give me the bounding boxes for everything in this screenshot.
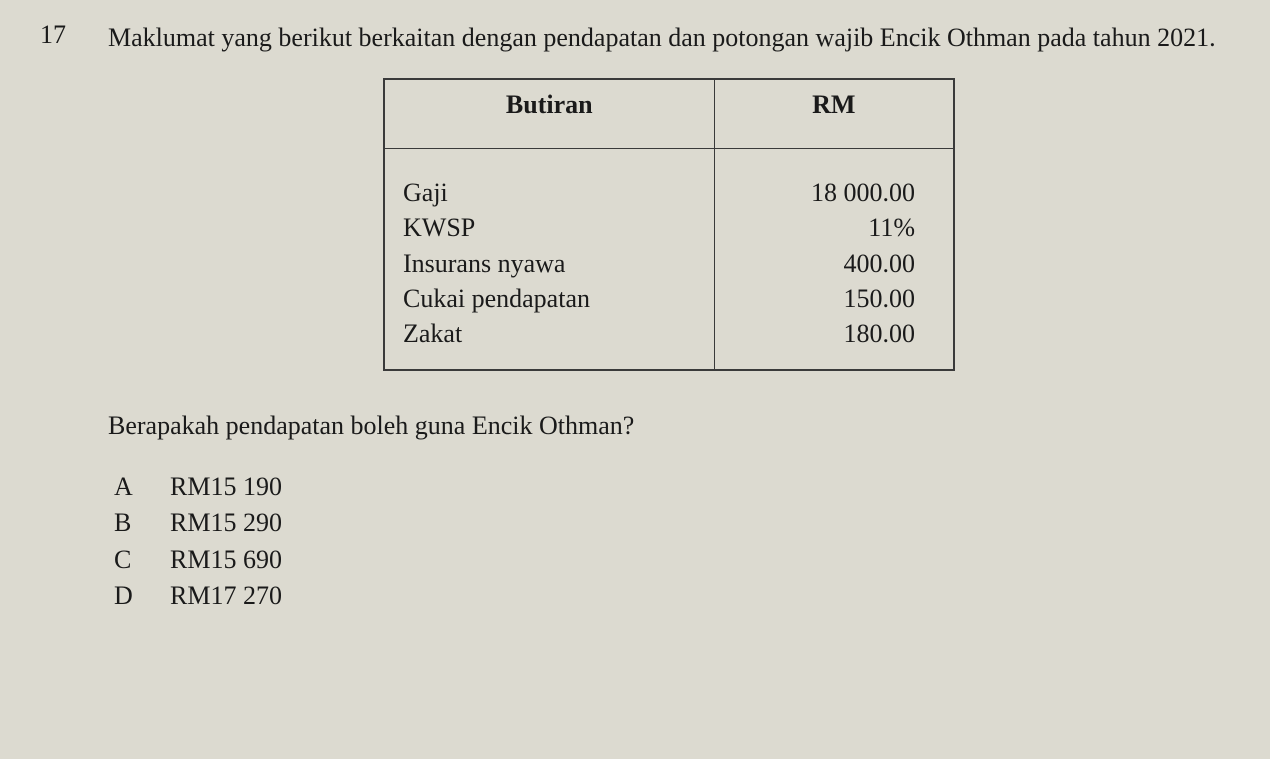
row-value: 180.00 bbox=[733, 316, 916, 351]
table-header-rm: RM bbox=[714, 79, 954, 149]
table-row: Gaji KWSP Insurans nyawa Cukai pendapata… bbox=[384, 149, 954, 370]
row-value: 400.00 bbox=[733, 246, 916, 281]
row-label: Insurans nyawa bbox=[403, 246, 696, 281]
option-text: RM15 690 bbox=[170, 542, 282, 578]
row-label: KWSP bbox=[403, 210, 696, 245]
option-b[interactable]: B RM15 290 bbox=[114, 505, 1230, 541]
table-cell-butiran: Gaji KWSP Insurans nyawa Cukai pendapata… bbox=[384, 149, 714, 370]
question-text: Maklumat yang berikut berkaitan dengan p… bbox=[108, 20, 1230, 56]
row-label: Gaji bbox=[403, 175, 696, 210]
option-c[interactable]: C RM15 690 bbox=[114, 542, 1230, 578]
option-d[interactable]: D RM17 270 bbox=[114, 578, 1230, 614]
option-text: RM17 270 bbox=[170, 578, 282, 614]
option-letter: C bbox=[114, 542, 136, 578]
table-header-butiran: Butiran bbox=[384, 79, 714, 149]
option-text: RM15 290 bbox=[170, 505, 282, 541]
option-a[interactable]: A RM15 190 bbox=[114, 469, 1230, 505]
row-value: 18 000.00 bbox=[733, 175, 916, 210]
question-number: 17 bbox=[40, 20, 80, 614]
option-letter: B bbox=[114, 505, 136, 541]
option-letter: A bbox=[114, 469, 136, 505]
table-cell-rm: 18 000.00 11% 400.00 150.00 180.00 bbox=[714, 149, 954, 370]
row-label: Zakat bbox=[403, 316, 696, 351]
sub-question: Berapakah pendapatan boleh guna Encik Ot… bbox=[108, 411, 1230, 441]
question-body: Maklumat yang berikut berkaitan dengan p… bbox=[108, 20, 1230, 614]
option-letter: D bbox=[114, 578, 136, 614]
question-wrapper: 17 Maklumat yang berikut berkaitan denga… bbox=[40, 20, 1230, 614]
row-value: 150.00 bbox=[733, 281, 916, 316]
option-text: RM15 190 bbox=[170, 469, 282, 505]
options-list: A RM15 190 B RM15 290 C RM15 690 D RM17 … bbox=[108, 469, 1230, 615]
table-container: Butiran RM Gaji KWSP Insurans nyawa Cuka… bbox=[108, 78, 1230, 370]
data-table: Butiran RM Gaji KWSP Insurans nyawa Cuka… bbox=[383, 78, 955, 370]
row-label: Cukai pendapatan bbox=[403, 281, 696, 316]
row-value: 11% bbox=[733, 210, 916, 245]
